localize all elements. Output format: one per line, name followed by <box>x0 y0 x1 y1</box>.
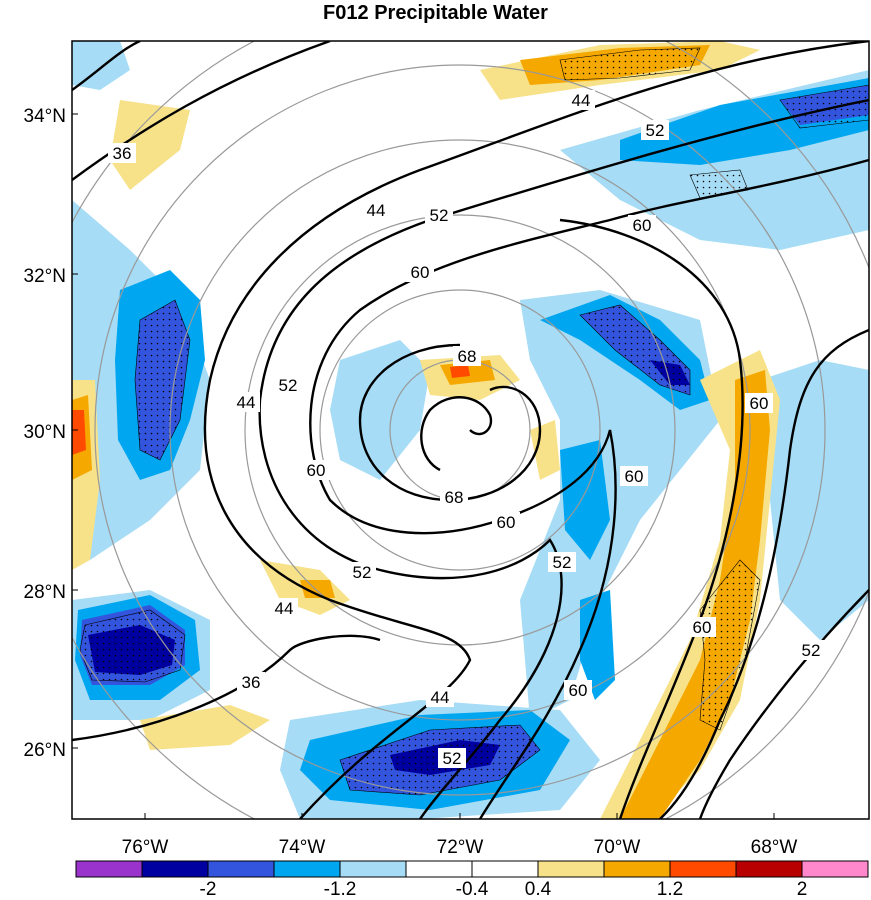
stipple-region <box>779 84 869 129</box>
contour-68-inner <box>358 343 542 502</box>
colorbar-swatch <box>207 860 275 878</box>
contour-label-44: 44 <box>431 688 450 707</box>
contour-label-52: 52 <box>443 749 462 768</box>
shade-neg-faint <box>330 340 430 480</box>
shade-neg-faint <box>760 360 869 640</box>
contour-36-south <box>72 634 381 742</box>
colorbar-labels: -2 -1.2 -0.4 0.4 1.2 2 <box>200 879 808 900</box>
longitude-axis: 76°W 74°W 72°W 70°W 68°W <box>122 813 798 858</box>
colorbar-swatch <box>603 860 671 878</box>
contour-68-core <box>420 396 493 472</box>
colorbar-swatch <box>273 860 341 878</box>
contour-label-44: 44 <box>367 201 386 220</box>
contour-label-52: 52 <box>430 206 449 225</box>
shade-pos-faint <box>530 420 560 480</box>
contour-value-labels: 36 44 52 44 52 60 60 68 52 44 60 60 68 6… <box>108 90 825 768</box>
latitude-axis: 34°N 32°N 30°N 28°N 26°N <box>24 106 78 761</box>
shade-neg-light <box>560 440 610 560</box>
colorbar-label-2: 2 <box>797 879 808 900</box>
contour-60-east <box>559 218 744 819</box>
contour-52-east <box>659 328 869 819</box>
lat-label-26n: 26°N <box>24 740 66 761</box>
colorbar-swatch <box>537 860 605 878</box>
shade-pos-strong <box>72 410 86 455</box>
contour-label-44: 44 <box>237 393 256 412</box>
contour-label-60: 60 <box>750 394 769 413</box>
contour-label-36: 36 <box>242 673 261 692</box>
contour-label-68: 68 <box>458 347 477 366</box>
contour-label-60: 60 <box>497 513 516 532</box>
lat-label-34n: 34°N <box>24 106 66 127</box>
lat-label-30n: 30°N <box>24 422 66 443</box>
lon-label-76w: 76°W <box>122 837 169 858</box>
contour-label-68: 68 <box>445 488 464 507</box>
contour-label-36: 36 <box>113 144 132 163</box>
contour-label-44: 44 <box>572 91 591 110</box>
contour-label-60: 60 <box>633 216 652 235</box>
map-title: F012 Precipitable Water <box>323 2 548 24</box>
contour-label-52: 52 <box>553 553 572 572</box>
contour-label-52: 52 <box>353 563 372 582</box>
contour-label-44: 44 <box>275 599 294 618</box>
contour-52-southeast <box>698 589 869 819</box>
lat-label-32n: 32°N <box>24 266 66 287</box>
colorbar-swatch <box>75 860 143 878</box>
stipple-region <box>579 304 691 396</box>
colorbar-label-neg1-2: -1.2 <box>324 879 357 900</box>
colorbar <box>75 860 869 878</box>
lon-label-74w: 74°W <box>279 837 326 858</box>
colorbar-label-0-4: 0.4 <box>525 879 552 900</box>
colorbar-label-neg0-4: -0.4 <box>456 879 489 900</box>
colorbar-swatch <box>405 860 473 878</box>
contour-label-60: 60 <box>411 263 430 282</box>
contour-60-spiral <box>309 158 869 819</box>
lon-label-68w: 68°W <box>751 837 798 858</box>
colorbar-swatch <box>471 860 539 878</box>
contour-label-52: 52 <box>802 641 821 660</box>
lon-label-70w: 70°W <box>594 837 641 858</box>
colorbar-swatch <box>141 860 209 878</box>
contour-52-spiral <box>258 98 869 819</box>
lat-label-28n: 28°N <box>24 582 66 603</box>
contour-44-outer <box>72 41 141 91</box>
shade-neg-light <box>580 590 615 700</box>
shade-pos-strong <box>450 365 470 378</box>
colorbar-swatch <box>801 860 869 878</box>
shade-pos-mid <box>300 580 335 598</box>
contour-label-52: 52 <box>646 121 665 140</box>
contour-lines <box>72 41 869 819</box>
contour-label-60: 60 <box>625 467 644 486</box>
contour-label-52: 52 <box>279 376 298 395</box>
shade-pos-faint <box>110 100 190 190</box>
contour-44-spiral <box>203 41 869 819</box>
contour-36-north <box>72 41 331 181</box>
colorbar-label-neg2: -2 <box>200 879 217 900</box>
colorbar-label-1-2: 1.2 <box>657 879 683 900</box>
contour-label-60: 60 <box>693 618 712 637</box>
colorbar-swatch <box>669 860 737 878</box>
contour-label-60: 60 <box>569 681 588 700</box>
lon-label-72w: 72°W <box>437 837 484 858</box>
colorbar-swatch <box>735 860 803 878</box>
contour-label-60: 60 <box>307 461 326 480</box>
colorbar-swatch <box>339 860 407 878</box>
